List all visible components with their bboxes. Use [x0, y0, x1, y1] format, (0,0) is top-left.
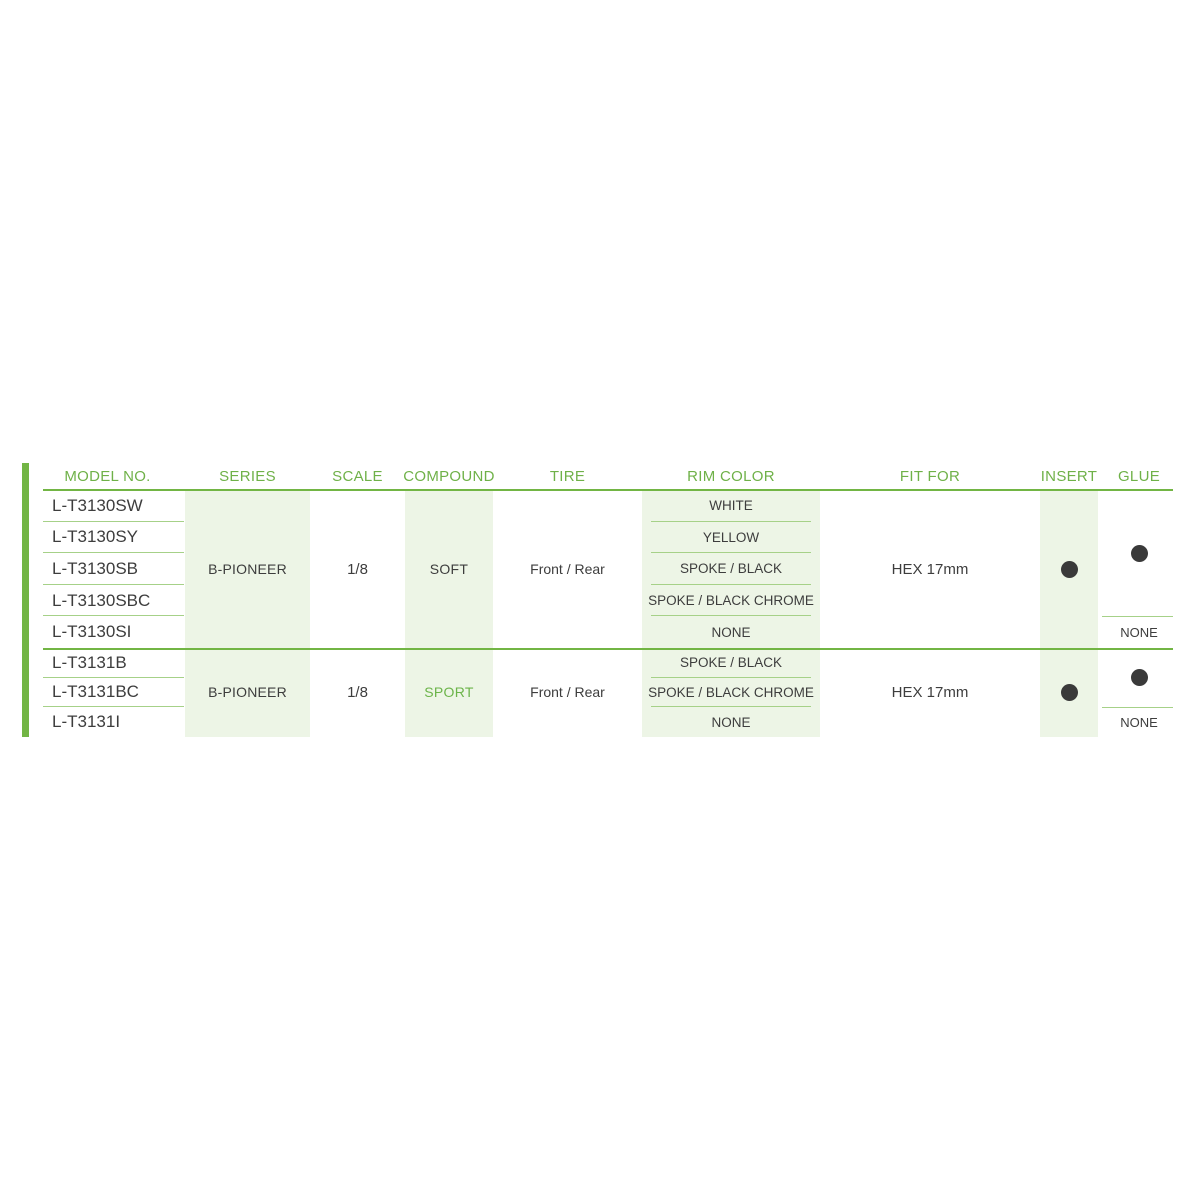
- rim-color-cell: SPOKE / BLACK: [642, 648, 820, 678]
- col-header-series: SERIES: [219, 468, 276, 485]
- glue-cell: [1098, 490, 1180, 616]
- tire-cell: Front / Rear: [530, 561, 605, 577]
- rim-color-cell: SPOKE / BLACK CHROME: [642, 584, 820, 617]
- rim-color-cell: YELLOW: [642, 521, 820, 554]
- model-cell: L-T3130SW: [30, 490, 185, 522]
- col-header-fit-for: FIT FOR: [899, 468, 961, 485]
- compound-cell: SOFT: [405, 490, 493, 648]
- scale-cell: 1/8: [347, 560, 368, 578]
- model-cell: L-T3130SB: [30, 553, 185, 585]
- series-cell: B-PIONEER: [185, 490, 310, 648]
- group-separator-line: [43, 648, 1173, 650]
- col-header-insert: INSERT: [1040, 468, 1098, 485]
- model-cell: L-T3130SI: [52, 622, 132, 642]
- product-group-1: L-T3130SW L-T3130SY L-T3130SB L-T3130SBC…: [30, 490, 1180, 648]
- scale-cell: 1/8: [347, 683, 368, 701]
- col-header-compound: COMPOUND: [403, 468, 495, 485]
- rim-color-cell: SPOKE / BLACK CHROME: [642, 677, 820, 708]
- col-header-rim-color: RIM COLOR: [687, 468, 775, 485]
- col-header-tire: TIRE: [549, 468, 586, 485]
- model-cell: L-T3130SY: [30, 522, 185, 554]
- model-cell: L-T3131B: [30, 648, 185, 678]
- rim-color-cell: WHITE: [642, 490, 820, 522]
- rim-color-cell: SPOKE / BLACK: [642, 553, 820, 585]
- col-header-scale: SCALE: [332, 468, 383, 485]
- included-dot-icon: [1060, 560, 1078, 578]
- glue-none-cell: NONE: [1098, 707, 1180, 737]
- fit-for-cell: HEX 17mm: [891, 683, 969, 701]
- col-header-glue: GLUE: [1117, 468, 1161, 485]
- glue-none-cell: NONE: [1098, 616, 1180, 648]
- model-cell: L-T3130SBC: [30, 585, 185, 617]
- model-cell: L-T3131I: [52, 712, 121, 732]
- insert-cell: [1040, 490, 1098, 648]
- included-dot-icon: [1060, 683, 1078, 701]
- fit-for-cell: HEX 17mm: [891, 560, 969, 578]
- rim-color-cell: NONE: [642, 616, 820, 648]
- series-cell: B-PIONEER: [185, 648, 310, 737]
- insert-cell: [1040, 648, 1098, 737]
- product-group-2: L-T3131B L-T3131BC L-T3131I B-PIONEER 1/…: [30, 648, 1180, 737]
- rim-color-cell: NONE: [642, 707, 820, 737]
- tire-cell: Front / Rear: [530, 684, 605, 701]
- glue-cell: [1098, 648, 1180, 707]
- left-accent-bar: [22, 463, 29, 737]
- product-spec-table: MODEL NO. SERIES SCALE COMPOUND TIRE RIM…: [30, 463, 1180, 737]
- model-cell: L-T3131BC: [30, 678, 185, 708]
- col-header-model-no: MODEL NO.: [64, 468, 151, 485]
- compound-cell: SPORT: [405, 648, 493, 737]
- header-underline: [43, 489, 1173, 491]
- table-header-row: MODEL NO. SERIES SCALE COMPOUND TIRE RIM…: [30, 463, 1180, 490]
- included-dot-icon: [1130, 544, 1148, 562]
- included-dot-icon: [1130, 669, 1148, 687]
